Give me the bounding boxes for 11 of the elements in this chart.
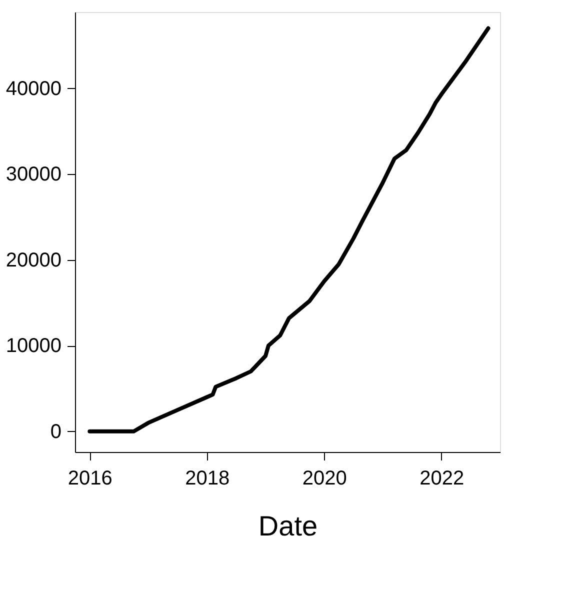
x-tick-label: 2022 xyxy=(420,468,464,490)
x-tick-label: 2018 xyxy=(185,468,230,490)
y-tick-label: 10000 xyxy=(6,335,62,358)
x-axis-title: Date xyxy=(258,510,318,542)
x-tick-label: 2016 xyxy=(68,468,112,490)
y-tick-label: 20000 xyxy=(6,249,62,272)
y-tick-label: 30000 xyxy=(6,164,62,186)
y-tick-label: 40000 xyxy=(6,78,62,100)
line-series xyxy=(88,26,490,434)
y-tick-label: 0 xyxy=(50,420,62,443)
x-tick-label: 2020 xyxy=(302,468,347,490)
